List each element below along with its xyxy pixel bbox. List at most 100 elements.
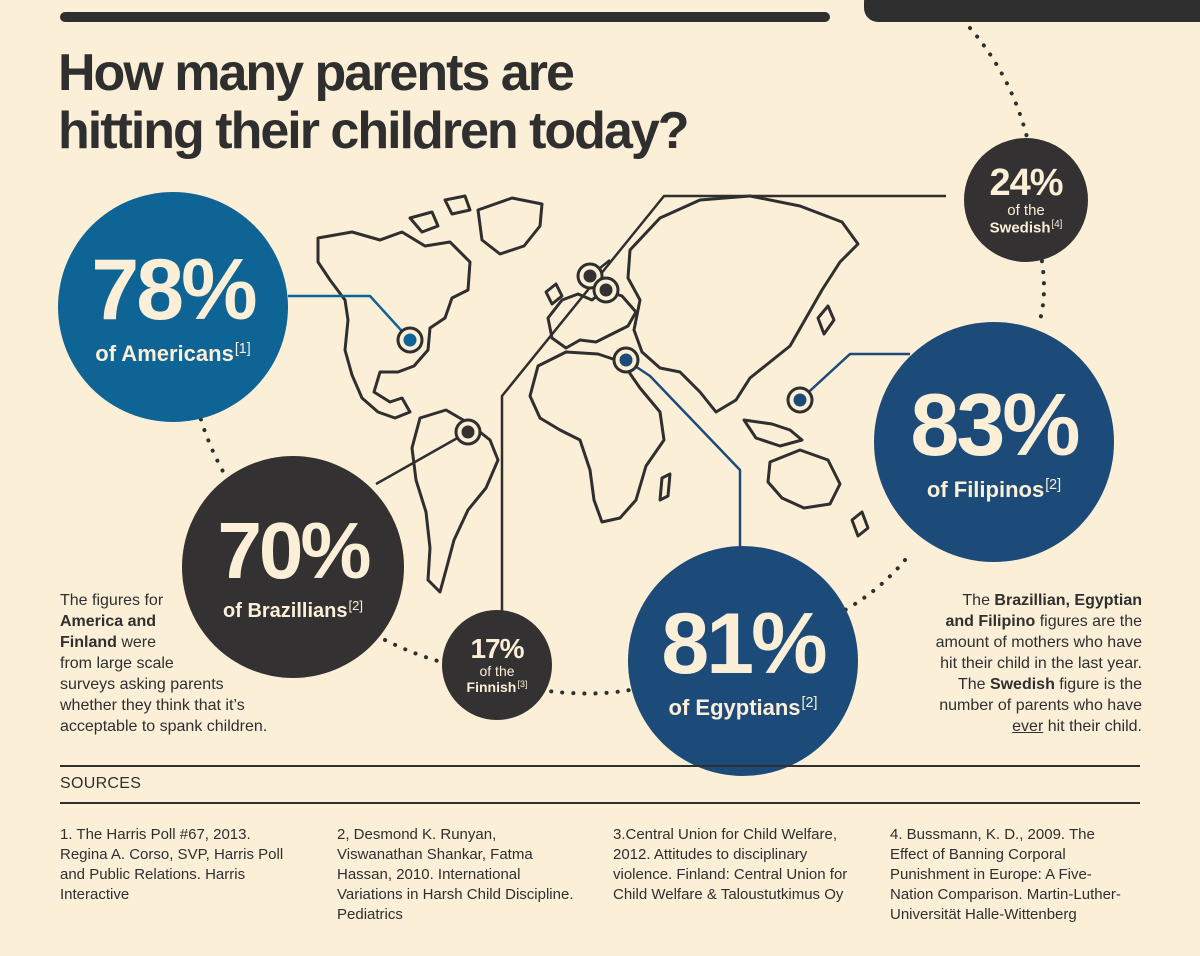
map-asia — [626, 194, 860, 414]
right-note-end: hit their child. — [1043, 718, 1142, 735]
sources-heading: SOURCES — [60, 775, 142, 792]
americans-ref: [1] — [234, 341, 251, 358]
swedish-label-wrap: Swedish[4] — [990, 219, 1063, 237]
right-note: The Brazillian, Egyptian and Filipino fi… — [880, 590, 1142, 737]
swedish-percent: 24% — [989, 161, 1063, 204]
map-australia — [766, 448, 842, 510]
title-line-2: hitting their children today? — [58, 102, 690, 160]
brazillians-ref: [2] — [348, 597, 363, 613]
stat-brazillians: 70% of Brazillians[2] — [182, 456, 404, 678]
connector-americans — [288, 294, 411, 341]
top-corner-tab — [864, 0, 1200, 22]
map-madagascar — [658, 472, 672, 502]
finnish-label: Finnish — [466, 679, 517, 695]
finnish-label-top: of the — [479, 662, 515, 679]
left-note: The figures for America and Finland were… — [60, 590, 310, 737]
left-note-line-5: surveys asking parents — [60, 676, 224, 693]
filipinos-ref: [2] — [1045, 477, 1062, 494]
left-note-line-1: The figures for — [60, 592, 164, 609]
sources-bottom-rule — [60, 802, 1140, 804]
finnish-ref: [3] — [517, 679, 528, 689]
right-note-bold-2: and Filipino — [945, 613, 1036, 630]
right-note-line-3: amount of mothers who have — [935, 634, 1142, 651]
finnish-percent: 17% — [470, 632, 524, 664]
left-note-line-2: America and — [60, 611, 310, 632]
filipinos-label-wrap: of Filipinos[2] — [927, 477, 1061, 502]
right-note-bold-3: Swedish — [989, 676, 1055, 693]
map-indonesia — [742, 418, 804, 448]
stat-americans: 78% of Americans[1] — [58, 192, 288, 422]
right-note-line-1: The Brazillian, Egyptian — [880, 590, 1142, 611]
brazillians-percent: 70% — [217, 505, 371, 595]
connector-filipinos — [799, 352, 910, 401]
right-note-figure-is: figure is the — [1054, 676, 1142, 693]
source-2: 2, Desmond K. Runyan, Viswanathan Shanka… — [337, 826, 574, 923]
world-map — [316, 194, 870, 594]
filipinos-percent: 83% — [910, 375, 1080, 475]
finnish-label-wrap: Finnish[3] — [467, 679, 528, 695]
right-note-figures: figures are the — [1035, 613, 1142, 630]
source-1: 1. The Harris Poll #67, 2013. Regina A. … — [60, 826, 284, 903]
stat-filipinos: 83% of Filipinos[2] — [874, 322, 1114, 562]
left-note-line-3: Finland were — [60, 632, 310, 653]
swedish-label-top: of the — [1007, 201, 1045, 219]
map-greenland — [476, 196, 544, 256]
left-note-line-7: acceptable to spank children. — [60, 718, 268, 735]
right-note-line-5: The Swedish figure is the — [880, 674, 1142, 695]
egyptians-percent: 81% — [661, 596, 827, 693]
map-arctic-islands — [408, 194, 472, 234]
title-line-1: How many parents are — [58, 44, 575, 102]
top-rule — [60, 12, 830, 22]
marker-brazil — [454, 418, 482, 446]
left-note-line-4: from large scale — [60, 655, 174, 672]
sources-top-rule — [60, 765, 1140, 767]
connector-lines — [288, 194, 946, 612]
right-note-line-6: number of parents who have — [939, 697, 1142, 714]
brazillians-label-wrap: of Brazillians[2] — [223, 597, 363, 623]
map-africa — [528, 350, 666, 524]
right-note-the-2: The — [957, 676, 990, 693]
right-note-line-2: and Filipino figures are the — [880, 611, 1143, 632]
marker-usa — [396, 326, 424, 354]
swedish-label: Swedish — [989, 219, 1051, 237]
marker-egypt — [612, 346, 640, 374]
stat-egyptians: 81% of Egyptians[2] — [628, 546, 858, 776]
americans-label-wrap: of Americans[1] — [95, 341, 250, 366]
americans-label: of Americans — [95, 341, 234, 367]
stat-swedish: 24% of the Swedish[4] — [964, 138, 1088, 262]
location-markers — [396, 262, 814, 446]
marker-philippines — [786, 386, 814, 414]
dotted-arc — [193, 26, 1046, 696]
map-north-america — [316, 230, 472, 420]
map-south-america — [410, 408, 500, 594]
left-note-were: were — [116, 634, 157, 651]
egyptians-ref: [2] — [801, 695, 818, 712]
swedish-ref: [4] — [1051, 218, 1063, 230]
stat-finnish: 17% of the Finnish[3] — [442, 610, 552, 720]
right-note-line-4: hit their child in the last year. — [940, 655, 1142, 672]
connector-egyptians — [625, 358, 742, 548]
source-3: 3.Central Union for Child Welfare, 2012.… — [613, 826, 848, 903]
right-note-line-7: ever hit their child. — [880, 716, 1142, 737]
map-europe — [546, 288, 638, 350]
left-note-bold-1: America and — [60, 613, 157, 630]
map-japan — [816, 304, 836, 336]
americans-percent: 78% — [91, 242, 257, 339]
right-note-the: The — [962, 592, 995, 609]
filipinos-label: of Filipinos — [926, 477, 1045, 503]
map-uk — [544, 282, 564, 306]
right-note-ever: ever — [1012, 718, 1044, 735]
brazillians-label: of Brazillians — [223, 600, 348, 623]
source-4: 4. Bussmann, K. D., 2009. The Effect of … — [890, 826, 1121, 923]
page-title: How many parents are hitting their child… — [58, 44, 838, 160]
connector-finnish — [500, 194, 946, 612]
map-new-zealand — [850, 510, 870, 538]
right-note-bold-1: Brazillian, Egyptian — [994, 592, 1142, 609]
left-note-line-6: whether they think that it’s — [60, 697, 245, 714]
left-note-bold-2: Finland — [60, 634, 117, 651]
egyptians-label: of Egyptians — [668, 695, 801, 721]
marker-finland — [592, 276, 620, 304]
connector-brazillians — [375, 430, 469, 486]
egyptians-label-wrap: of Egyptians[2] — [669, 695, 818, 720]
